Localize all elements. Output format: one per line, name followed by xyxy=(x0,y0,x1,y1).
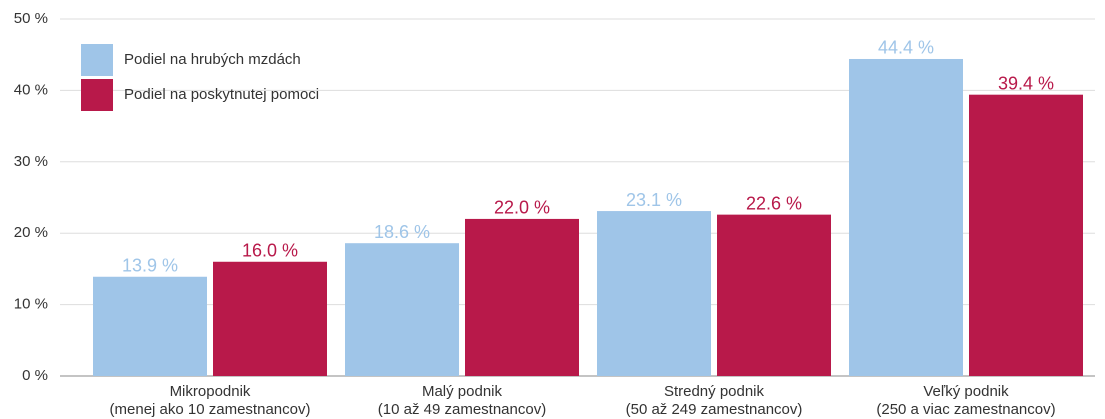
value-label: 22.0 % xyxy=(494,198,550,218)
value-label: 44.4 % xyxy=(878,38,934,58)
y-tick-label: 50 % xyxy=(14,10,48,27)
value-label: 18.6 % xyxy=(374,222,430,242)
value-label: 22.6 % xyxy=(746,193,802,213)
x-tick-label: Veľký podnik xyxy=(923,383,1009,400)
x-tick-label: (50 až 249 zamestnancov) xyxy=(626,401,803,418)
x-tick-label: (menej ako 10 zamestnancov) xyxy=(110,401,311,418)
y-tick-label: 30 % xyxy=(14,153,48,170)
bar xyxy=(849,58,963,376)
value-label: 13.9 % xyxy=(122,256,178,276)
bar xyxy=(93,276,207,376)
bar xyxy=(345,243,459,376)
y-tick-label: 40 % xyxy=(14,81,48,98)
y-tick-label: 10 % xyxy=(14,296,48,313)
legend-swatch xyxy=(81,44,113,76)
x-tick-label: Mikropodnik xyxy=(170,383,251,400)
bar xyxy=(213,261,327,376)
y-tick-label: 0 % xyxy=(22,367,48,384)
bar xyxy=(597,211,711,376)
bar xyxy=(717,214,831,376)
bar xyxy=(465,218,579,376)
value-label: 16.0 % xyxy=(242,241,298,261)
x-tick-label: (250 a viac zamestnancov) xyxy=(876,401,1055,418)
x-tick-label: Stredný podnik xyxy=(664,383,765,400)
bar xyxy=(969,94,1083,377)
value-label: 39.4 % xyxy=(998,73,1054,93)
x-tick-label: (10 až 49 zamestnancov) xyxy=(378,401,546,418)
value-label: 23.1 % xyxy=(626,190,682,210)
y-tick-label: 20 % xyxy=(14,224,48,241)
legend-swatch xyxy=(81,79,113,111)
legend-label: Podiel na poskytnutej pomoci xyxy=(124,86,319,103)
x-tick-label: Malý podnik xyxy=(422,383,503,400)
legend-label: Podiel na hrubých mzdách xyxy=(124,51,301,68)
